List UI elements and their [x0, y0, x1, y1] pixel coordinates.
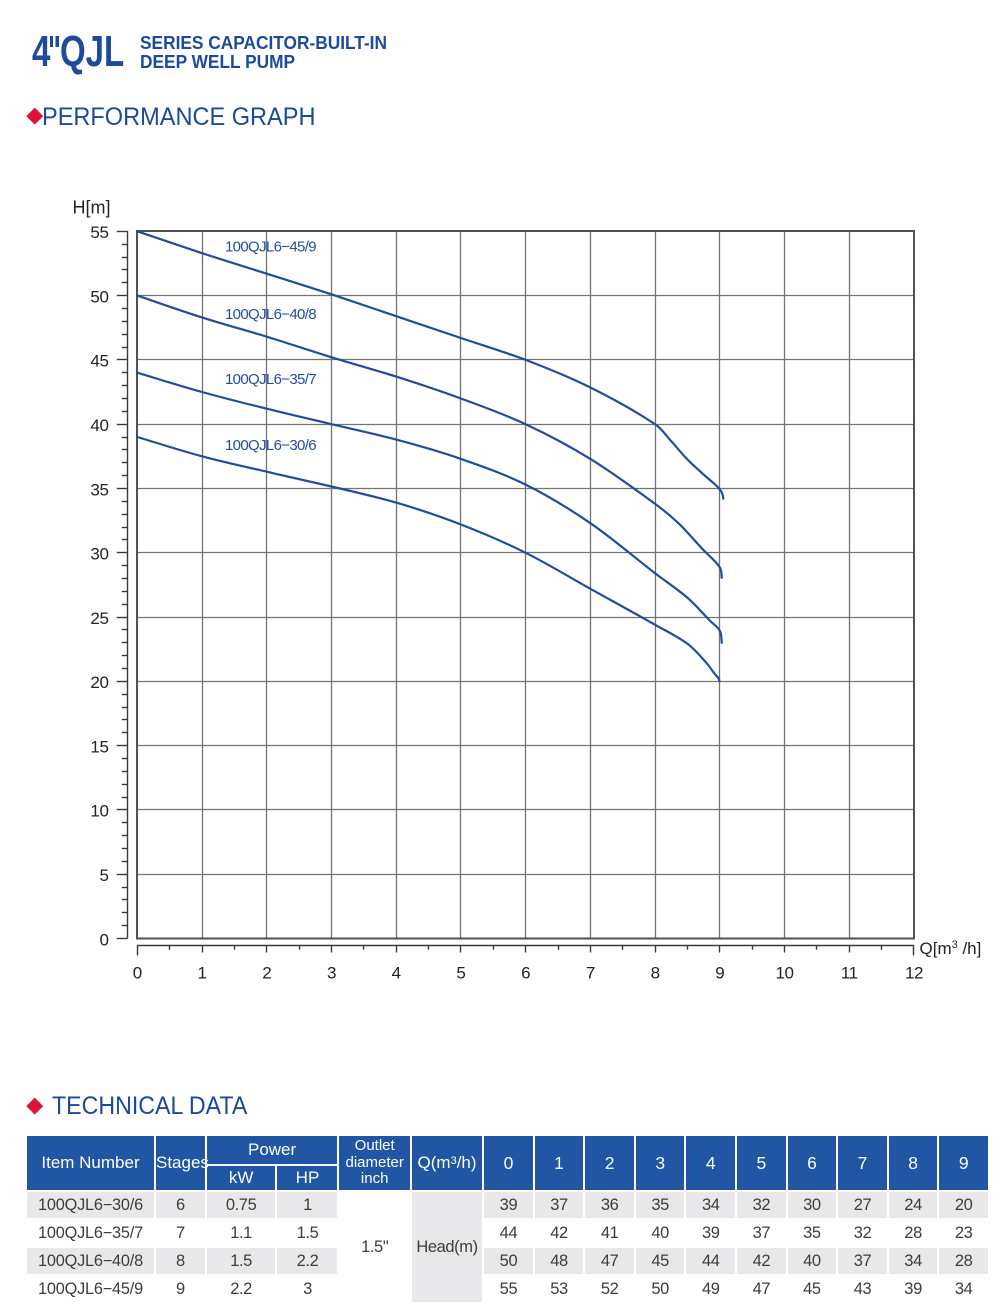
svg-text:30: 30 — [90, 545, 108, 564]
svg-text:9: 9 — [715, 963, 724, 982]
svg-text:0: 0 — [99, 930, 108, 949]
svg-text:55: 55 — [90, 223, 108, 242]
svg-text:4: 4 — [392, 963, 401, 982]
svg-text:8: 8 — [651, 963, 660, 982]
svg-text:100QJL6−45/9: 100QJL6−45/9 — [225, 238, 317, 255]
svg-text:7: 7 — [586, 963, 595, 982]
svg-text:35: 35 — [90, 480, 108, 499]
svg-text:6: 6 — [521, 963, 530, 982]
svg-text:100QJL6−35/7: 100QJL6−35/7 — [225, 371, 317, 388]
svg-text:2: 2 — [262, 963, 271, 982]
svg-text:5: 5 — [99, 866, 108, 885]
svg-text:100QJL6−30/6: 100QJL6−30/6 — [225, 437, 317, 454]
svg-text:11: 11 — [841, 963, 858, 982]
svg-text:45: 45 — [90, 352, 108, 371]
svg-text:25: 25 — [90, 609, 108, 628]
svg-text:1: 1 — [197, 963, 206, 982]
svg-text:H[m]: H[m] — [73, 198, 111, 218]
svg-text:20: 20 — [90, 673, 108, 692]
svg-text:100QJL6−40/8: 100QJL6−40/8 — [225, 306, 317, 323]
svg-text:12: 12 — [905, 963, 923, 982]
svg-text:5: 5 — [456, 963, 465, 982]
svg-text:Q[m3 /h]: Q[m3 /h] — [920, 939, 982, 958]
svg-text:0: 0 — [133, 963, 142, 982]
svg-text:50: 50 — [90, 287, 108, 306]
svg-text:40: 40 — [90, 416, 108, 435]
svg-text:15: 15 — [90, 737, 108, 756]
svg-text:10: 10 — [775, 963, 793, 982]
svg-text:3: 3 — [327, 963, 336, 982]
svg-text:10: 10 — [90, 802, 108, 821]
